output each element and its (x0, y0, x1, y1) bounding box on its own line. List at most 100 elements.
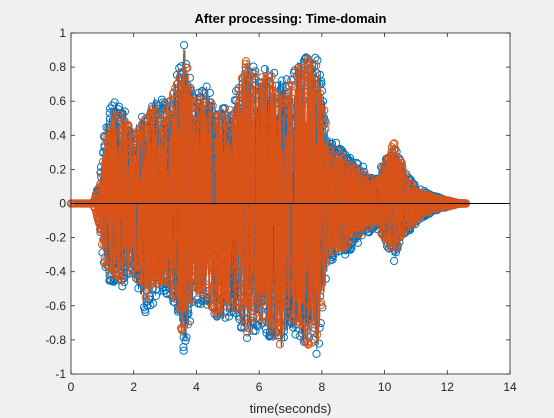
data-point (334, 243, 343, 252)
data-point (189, 131, 198, 140)
data-point (316, 301, 326, 310)
data-point (268, 81, 277, 90)
data-point (259, 93, 268, 102)
data-point (332, 218, 341, 227)
data-point (133, 239, 143, 248)
data-point (425, 192, 434, 201)
data-point (168, 133, 178, 143)
data-point (99, 235, 108, 244)
data-point (105, 127, 114, 136)
data-point (171, 84, 180, 93)
data-point (320, 151, 329, 160)
data-point (284, 103, 293, 112)
data-point (433, 204, 442, 213)
data-point (100, 253, 109, 262)
data-point (188, 261, 197, 270)
data-point (383, 239, 392, 248)
data-point (312, 107, 321, 116)
series-layer (66, 41, 471, 358)
y-tick-label: -0.2 (45, 231, 66, 245)
data-point (436, 195, 445, 204)
data-point (120, 125, 129, 134)
data-point (371, 178, 380, 187)
data-point (249, 258, 258, 267)
data-point (256, 78, 265, 87)
data-point (247, 280, 256, 289)
data-point (259, 264, 268, 273)
data-point (179, 346, 188, 355)
data-point (268, 329, 277, 338)
data-point (304, 59, 313, 68)
data-point (148, 146, 157, 156)
data-point (171, 294, 180, 303)
data-point (359, 182, 368, 191)
data-point (118, 282, 127, 291)
data-point (321, 255, 330, 264)
data-point (412, 189, 421, 198)
data-point (320, 118, 329, 128)
data-point (173, 104, 183, 113)
data-point (172, 290, 181, 299)
data-point (254, 106, 263, 115)
data-point (286, 250, 295, 260)
data-point (398, 165, 407, 174)
data-point (217, 277, 226, 287)
data-point (203, 140, 212, 149)
data-point (229, 146, 238, 155)
data-point (141, 308, 150, 317)
data-point (379, 161, 388, 170)
data-point (353, 177, 362, 186)
data-point (177, 273, 186, 282)
data-point (236, 303, 245, 312)
data-point (192, 243, 202, 252)
data-point (253, 270, 262, 279)
data-point (146, 232, 156, 241)
data-point (406, 180, 415, 189)
data-point (241, 63, 250, 72)
data-point (117, 132, 126, 141)
data-point (290, 283, 299, 292)
data-point (249, 326, 258, 335)
data-point (211, 277, 220, 286)
data-point (228, 137, 237, 146)
data-point (410, 217, 419, 226)
data-point (310, 287, 320, 296)
data-point (338, 159, 347, 168)
data-point (307, 314, 316, 323)
data-point (141, 293, 150, 302)
data-point (409, 197, 418, 206)
data-point (184, 298, 193, 307)
data-point (157, 277, 166, 286)
data-point (194, 299, 203, 308)
data-point (392, 233, 402, 243)
data-point (319, 251, 328, 260)
data-point (368, 214, 377, 224)
data-point (162, 158, 171, 167)
data-point (381, 225, 390, 234)
data-point (312, 61, 321, 70)
data-point (349, 220, 358, 229)
data-point (264, 255, 274, 264)
data-point (267, 72, 276, 81)
data-point (169, 267, 178, 276)
data-point (222, 291, 231, 300)
data-point (190, 110, 199, 119)
data-point (258, 296, 268, 306)
data-point (357, 175, 366, 184)
data-point (212, 217, 221, 226)
x-tick-label: 2 (130, 380, 137, 394)
data-point (386, 165, 395, 174)
data-point (312, 349, 321, 358)
data-point (238, 74, 247, 83)
data-point (215, 243, 224, 253)
y-tick-label: -0.4 (45, 265, 66, 279)
data-point (321, 258, 331, 268)
data-point (118, 239, 128, 248)
data-point (260, 134, 269, 143)
data-point (321, 147, 330, 156)
data-point (241, 57, 251, 66)
data-point (234, 86, 243, 95)
y-tick-label: 0.8 (49, 60, 66, 74)
data-point (215, 132, 224, 141)
